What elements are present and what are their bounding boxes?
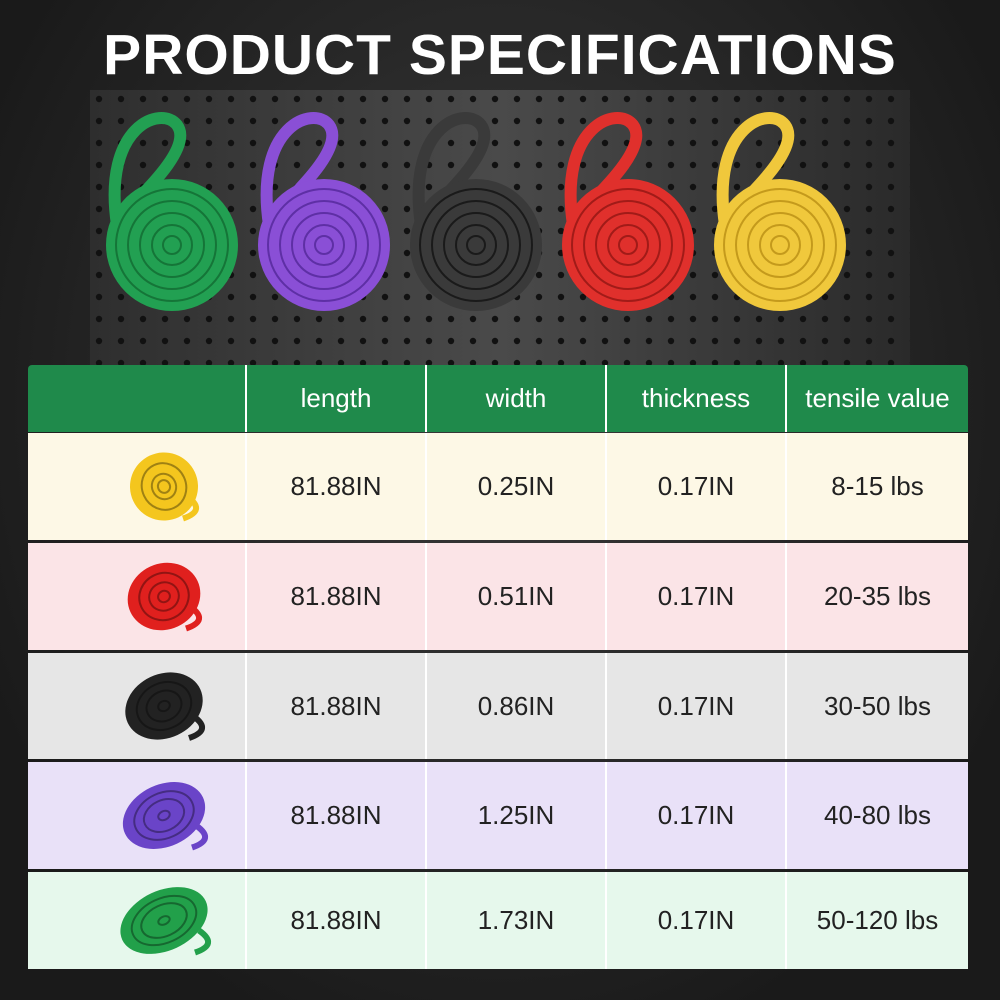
column-header: length [245, 365, 425, 432]
table-cell: 0.25IN [425, 433, 605, 540]
table-cell: 50-120 lbs [785, 872, 968, 969]
column-header: width [425, 365, 605, 432]
column-header: tensile value [785, 365, 968, 432]
band-coil [258, 112, 390, 311]
table-cell: 81.88IN [245, 872, 425, 969]
table-cell: 0.86IN [425, 653, 605, 759]
band-coil [106, 112, 238, 311]
band-icon [125, 672, 205, 741]
band-icon [130, 452, 199, 522]
header-row [28, 365, 968, 432]
table-cell: 0.17IN [605, 762, 785, 869]
table-cell: 1.73IN [425, 872, 605, 969]
table-cell: 0.51IN [425, 543, 605, 650]
table-cell: 20-35 lbs [785, 543, 968, 650]
column-header: thickness [605, 365, 785, 432]
table-cell: 81.88IN [245, 653, 425, 759]
title: PRODUCT SPECIFICATIONS [103, 23, 897, 87]
table-cell: 0.17IN [605, 543, 785, 650]
table-cell: 8-15 lbs [785, 433, 968, 540]
table-cell: 40-80 lbs [785, 762, 968, 869]
table-cell: 81.88IN [245, 762, 425, 869]
table-cell: 81.88IN [245, 433, 425, 540]
table-cell: 30-50 lbs [785, 653, 968, 759]
table-cell: 0.17IN [605, 653, 785, 759]
band-icon [120, 887, 211, 956]
table-cell: 0.17IN [605, 872, 785, 969]
table-cell: 0.17IN [605, 433, 785, 540]
table-cell: 81.88IN [245, 543, 425, 650]
band-coil [714, 112, 846, 311]
band-coil [562, 112, 694, 311]
band-icon [122, 782, 208, 851]
band-coil [410, 112, 542, 311]
band-icon [127, 562, 202, 632]
table-cell: 1.25IN [425, 762, 605, 869]
